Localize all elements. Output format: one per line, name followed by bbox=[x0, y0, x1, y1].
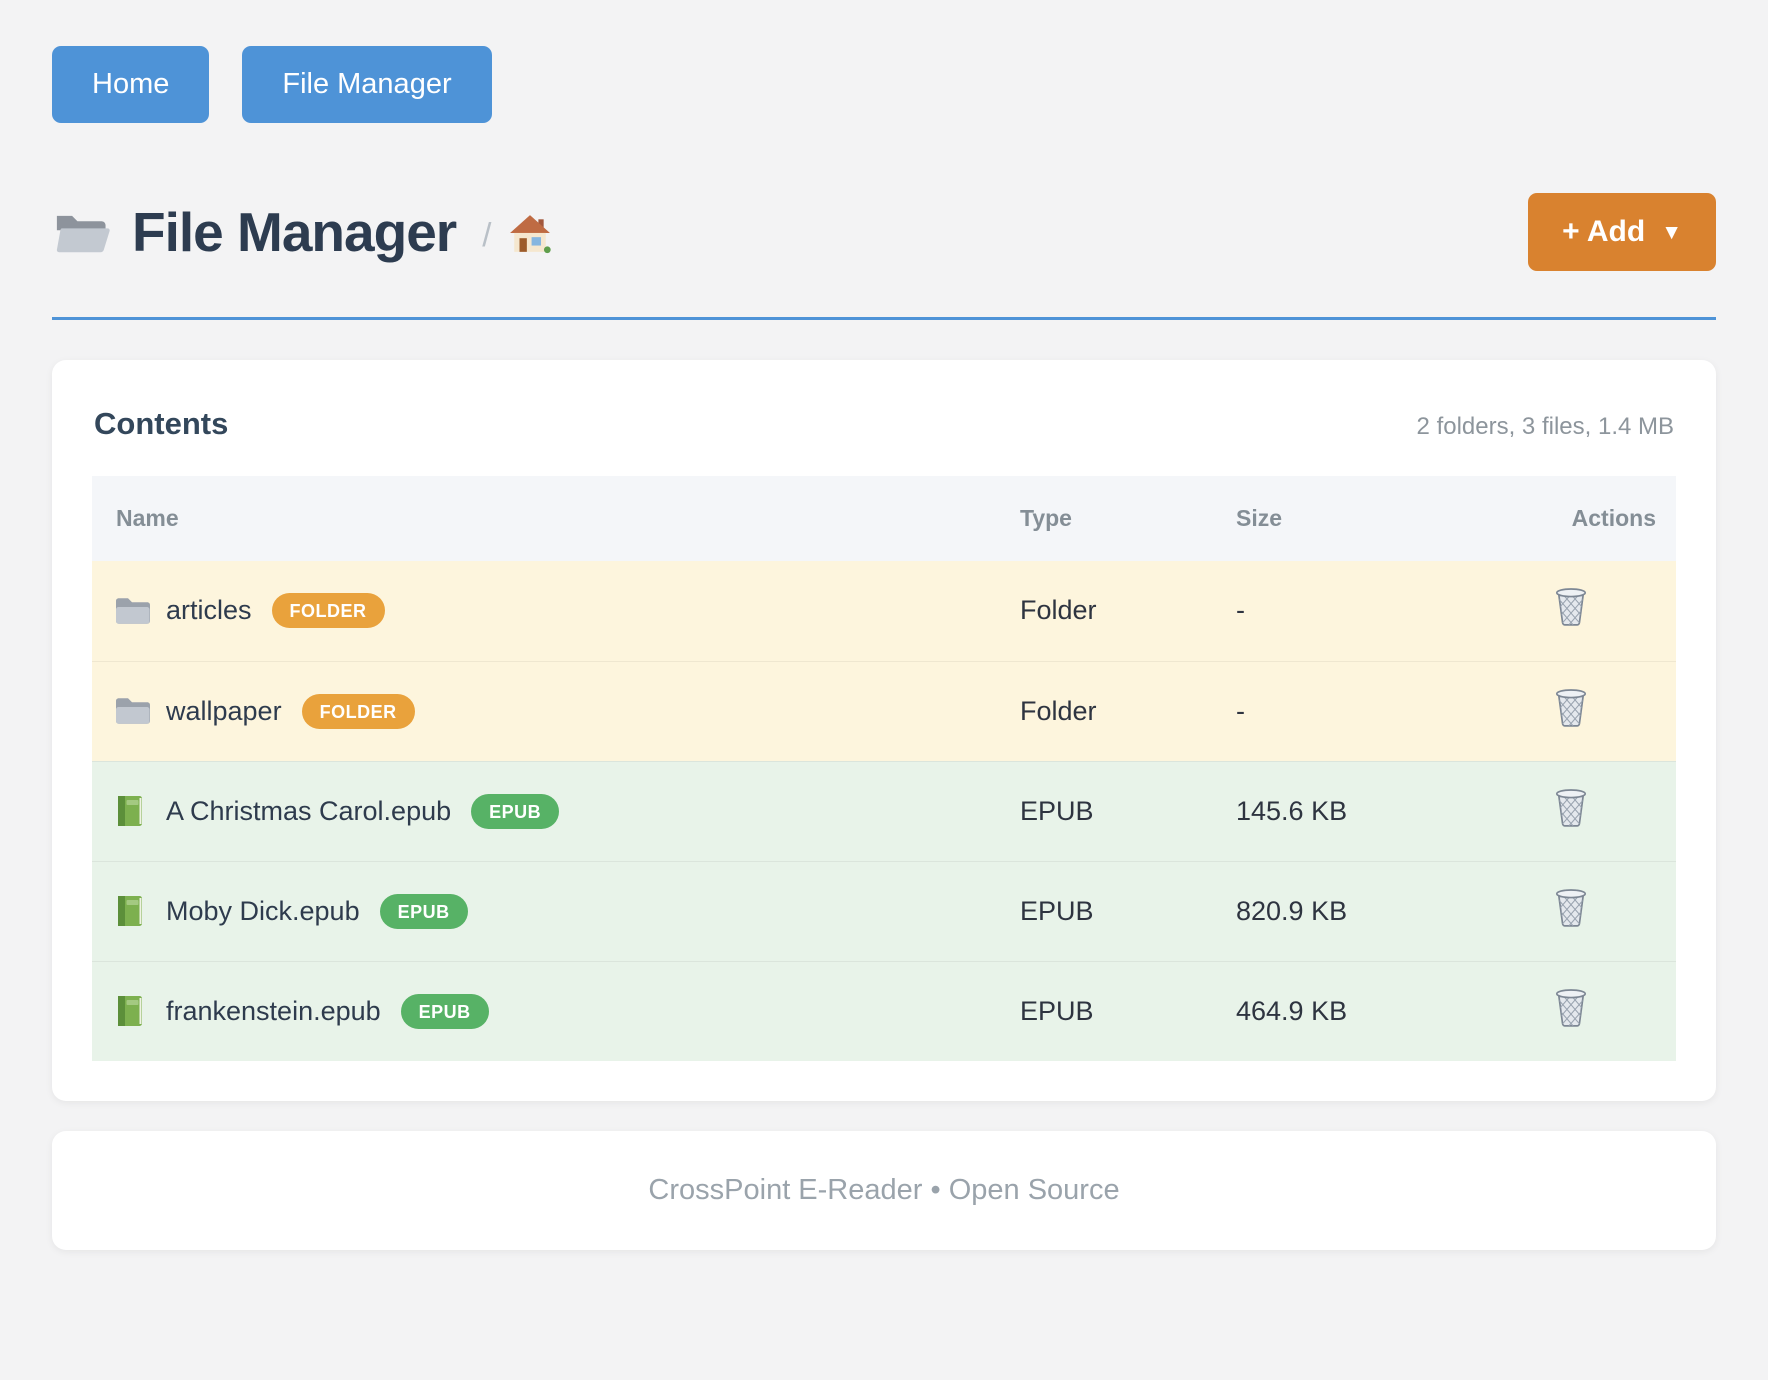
item-name-link[interactable]: articles bbox=[166, 595, 252, 626]
name-cell: A Christmas Carol.epub EPUB bbox=[92, 793, 1020, 829]
green-book-icon bbox=[114, 994, 150, 1028]
size-cell: - bbox=[1236, 660, 1486, 761]
title-wrap: File Manager / bbox=[52, 200, 552, 264]
contents-summary: 2 folders, 3 files, 1.4 MB bbox=[1416, 413, 1674, 440]
name-cell: Moby Dick.epub EPUB bbox=[92, 893, 1020, 929]
contents-card-header: Contents 2 folders, 3 files, 1.4 MB bbox=[92, 406, 1676, 442]
size-cell: 145.6 KB bbox=[1236, 760, 1486, 861]
trash-icon bbox=[1555, 988, 1587, 1027]
delete-button[interactable] bbox=[1554, 587, 1588, 627]
nav-home-button[interactable]: Home bbox=[52, 46, 210, 123]
column-header-type: Type bbox=[1020, 476, 1236, 561]
breadcrumb-separator: / bbox=[482, 216, 492, 253]
delete-button[interactable] bbox=[1554, 688, 1588, 728]
folder-icon bbox=[114, 694, 150, 728]
name-cell: frankenstein.epub EPUB bbox=[92, 993, 1020, 1029]
trash-icon bbox=[1555, 788, 1587, 827]
top-nav: Home File Manager bbox=[52, 46, 1716, 123]
accent-divider bbox=[52, 317, 1716, 320]
table-row[interactable]: Moby Dick.epub EPUB EPUB 820.9 KB bbox=[92, 860, 1676, 961]
page-title: File Manager bbox=[132, 201, 457, 263]
folder-icon bbox=[114, 594, 150, 628]
table-row[interactable]: wallpaper FOLDER Folder - bbox=[92, 660, 1676, 761]
name-cell: wallpaper FOLDER bbox=[92, 693, 1020, 729]
table-row[interactable]: A Christmas Carol.epub EPUB EPUB 145.6 K… bbox=[92, 760, 1676, 861]
footer-text: CrossPoint E-Reader • Open Source bbox=[648, 1174, 1120, 1206]
table-row[interactable]: frankenstein.epub EPUB EPUB 464.9 KB bbox=[92, 960, 1676, 1061]
nav-file-manager-button[interactable]: File Manager bbox=[242, 46, 492, 123]
caret-down-icon: ▼ bbox=[1661, 221, 1682, 244]
size-cell: 820.9 KB bbox=[1236, 860, 1486, 961]
page-header: File Manager / + Add ▼ bbox=[52, 193, 1716, 271]
size-cell: 464.9 KB bbox=[1236, 960, 1486, 1061]
contents-card: Contents 2 folders, 3 files, 1.4 MB Name… bbox=[52, 360, 1716, 1101]
add-button-label: + Add bbox=[1562, 215, 1646, 248]
column-header-name: Name bbox=[92, 476, 1020, 561]
type-cell: EPUB bbox=[1020, 760, 1236, 861]
type-badge: FOLDER bbox=[271, 593, 385, 629]
name-cell: articles FOLDER bbox=[92, 593, 1020, 629]
contents-heading: Contents bbox=[94, 406, 229, 441]
table-header-row: Name Type Size Actions bbox=[92, 476, 1676, 561]
actions-cell bbox=[1486, 860, 1676, 961]
green-book-icon bbox=[114, 894, 150, 928]
green-book-icon bbox=[114, 794, 150, 828]
page: Home File Manager File Manager / + Add ▼ bbox=[52, 46, 1716, 1250]
item-name-link[interactable]: Moby Dick.epub bbox=[166, 895, 360, 926]
footer: CrossPoint E-Reader • Open Source bbox=[52, 1131, 1716, 1250]
actions-cell bbox=[1486, 660, 1676, 761]
item-name-link[interactable]: A Christmas Carol.epub bbox=[166, 795, 452, 826]
trash-icon bbox=[1555, 688, 1587, 727]
actions-cell bbox=[1486, 561, 1676, 661]
type-badge: EPUB bbox=[471, 793, 560, 829]
type-cell: EPUB bbox=[1020, 960, 1236, 1061]
actions-cell bbox=[1486, 960, 1676, 1061]
trash-icon bbox=[1555, 888, 1587, 927]
trash-icon bbox=[1555, 588, 1587, 626]
column-header-actions: Actions bbox=[1486, 476, 1676, 561]
column-header-size: Size bbox=[1236, 476, 1486, 561]
type-cell: Folder bbox=[1020, 595, 1097, 626]
delete-button[interactable] bbox=[1554, 788, 1588, 828]
size-cell: - bbox=[1236, 595, 1245, 626]
table-row[interactable]: articles FOLDER Folder - bbox=[92, 561, 1676, 661]
open-folder-icon bbox=[56, 215, 110, 253]
file-table: Name Type Size Actions articles FOLDER bbox=[92, 476, 1676, 1061]
type-cell: EPUB bbox=[1020, 860, 1236, 961]
type-cell: Folder bbox=[1020, 660, 1236, 761]
delete-button[interactable] bbox=[1554, 888, 1588, 928]
house-icon[interactable] bbox=[509, 213, 552, 255]
add-button[interactable]: + Add ▼ bbox=[1528, 193, 1716, 271]
type-badge: EPUB bbox=[379, 893, 468, 929]
actions-cell bbox=[1486, 760, 1676, 861]
item-name-link[interactable]: frankenstein.epub bbox=[166, 995, 381, 1026]
delete-button[interactable] bbox=[1554, 988, 1588, 1028]
item-name-link[interactable]: wallpaper bbox=[166, 695, 282, 726]
type-badge: EPUB bbox=[400, 993, 489, 1029]
type-badge: FOLDER bbox=[301, 693, 415, 729]
